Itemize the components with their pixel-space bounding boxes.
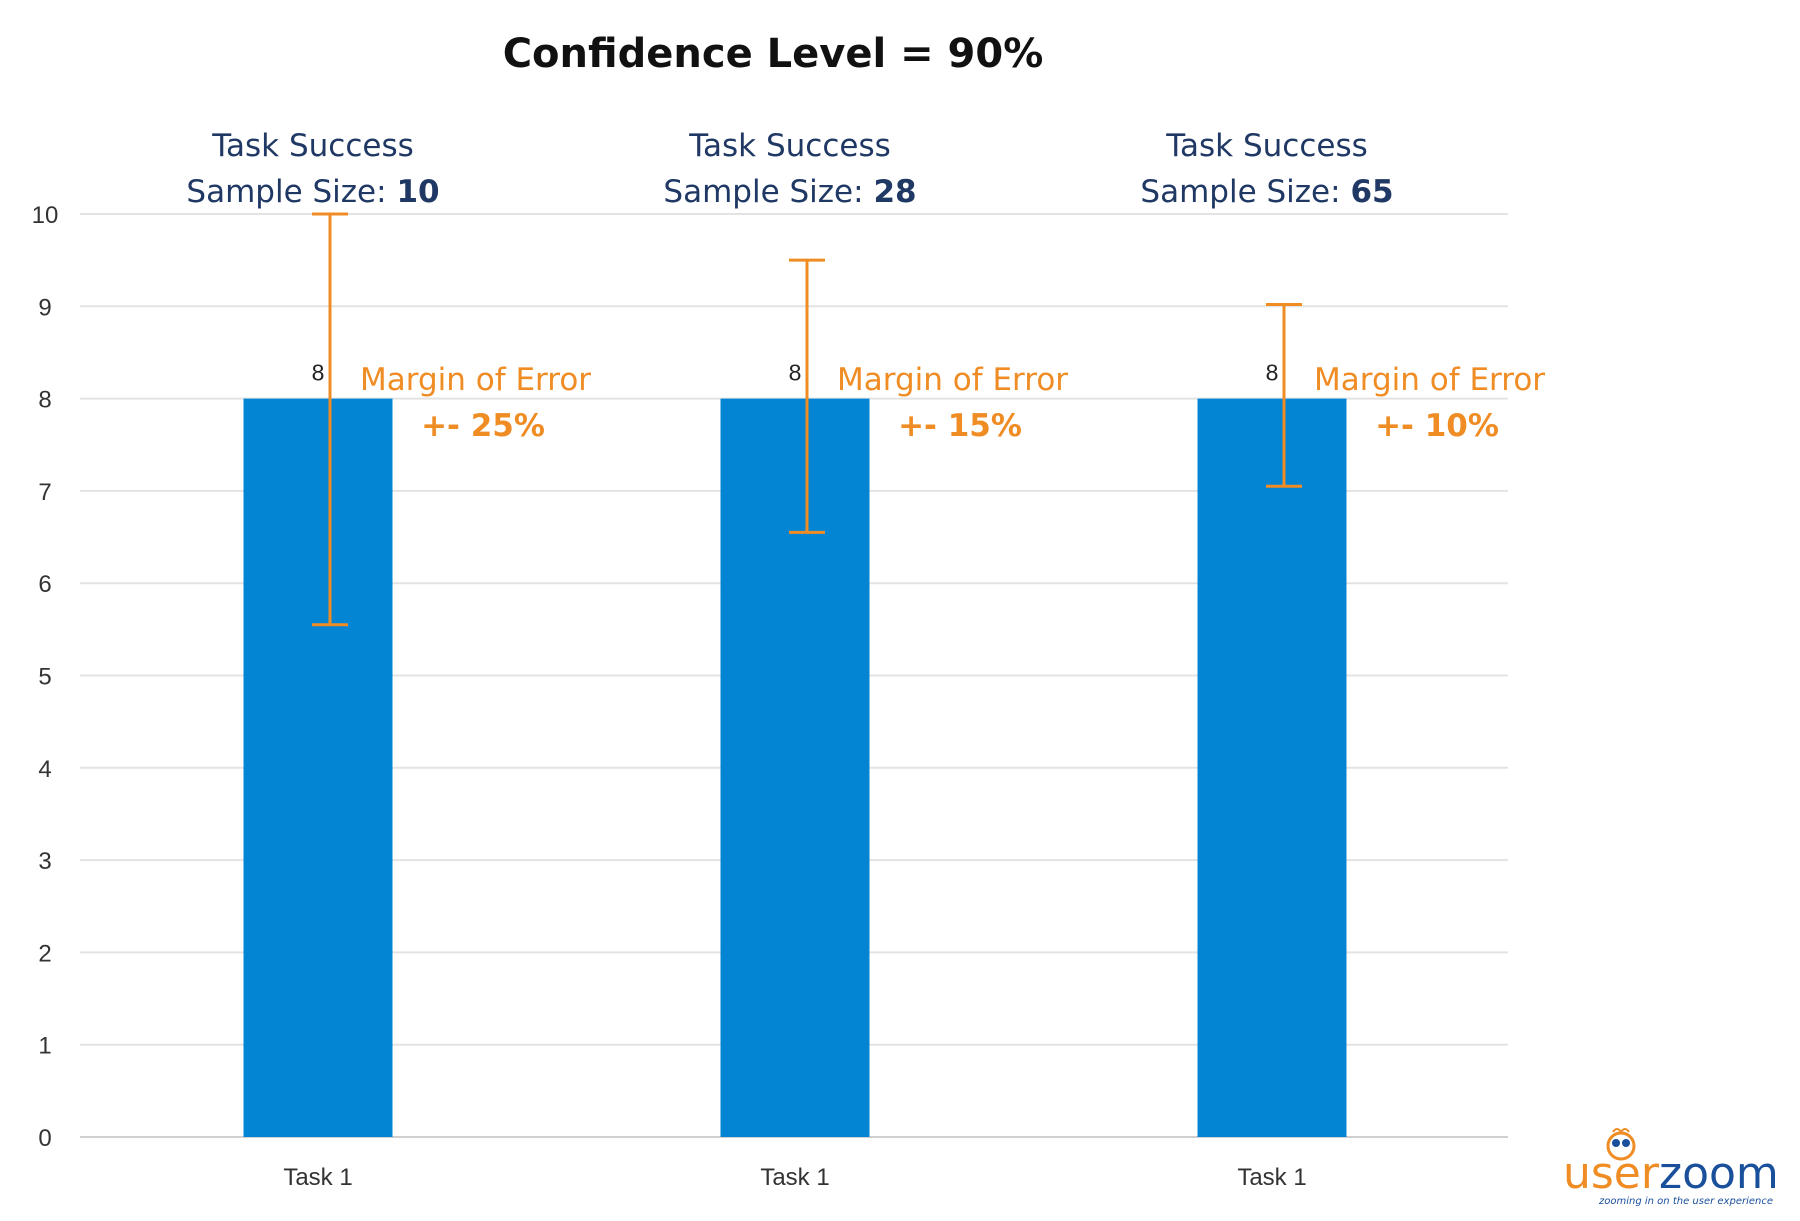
data-label: 8 bbox=[1266, 360, 1279, 386]
y-tick-label: 5 bbox=[38, 664, 51, 691]
logo-text-user: user bbox=[1563, 1148, 1660, 1199]
data-label: 8 bbox=[312, 360, 325, 386]
header-sample-size: Sample Size: 28 bbox=[663, 174, 916, 210]
y-tick-label: 9 bbox=[38, 294, 51, 321]
bar bbox=[1197, 398, 1347, 1138]
logo-tagline: zooming in on the user experience bbox=[1598, 1196, 1773, 1207]
logo-text-zoom: zoom bbox=[1659, 1148, 1779, 1199]
margin-of-error-label: Margin of Error bbox=[1314, 362, 1545, 398]
y-axis: 0 1 2 3 4 5 6 7 8 9 10 bbox=[32, 202, 59, 1152]
userzoom-logo: userzoom zooming in on the user experien… bbox=[1563, 1128, 1779, 1207]
svg-text:userzoom: userzoom bbox=[1563, 1148, 1779, 1199]
y-tick-label: 4 bbox=[38, 756, 51, 783]
bar bbox=[243, 398, 393, 1138]
y-tick-label: 6 bbox=[38, 571, 51, 598]
y-tick-label: 3 bbox=[38, 848, 51, 875]
y-tick-label: 1 bbox=[38, 1033, 51, 1060]
margin-of-error-label: Margin of Error bbox=[837, 362, 1068, 398]
bar bbox=[720, 398, 870, 1138]
x-tick-label: Task 1 bbox=[1237, 1164, 1306, 1191]
data-label: 8 bbox=[789, 360, 802, 386]
header-sample-size: Sample Size: 10 bbox=[186, 174, 439, 210]
margin-of-error-value: +- 10% bbox=[1375, 408, 1499, 444]
data-labels: 8 8 8 bbox=[312, 360, 1279, 386]
error-bars bbox=[312, 212, 1302, 627]
x-tick-label: Task 1 bbox=[283, 1164, 352, 1191]
bars bbox=[243, 398, 1347, 1138]
header-task-success: Task Success bbox=[211, 128, 414, 164]
chart-title: Confidence Level = 90% bbox=[503, 31, 1044, 77]
y-tick-label: 0 bbox=[38, 1125, 51, 1152]
header-sample-size: Sample Size: 65 bbox=[1140, 174, 1393, 210]
margin-of-error-value: +- 15% bbox=[898, 408, 1022, 444]
group-headers: Task Success Sample Size: 10 Task Success S… bbox=[186, 128, 1393, 210]
y-tick-label: 8 bbox=[38, 387, 51, 414]
error-bar bbox=[312, 212, 348, 627]
error-bar bbox=[1266, 302, 1302, 488]
y-tick-label: 7 bbox=[38, 479, 51, 506]
header-task-success: Task Success bbox=[1165, 128, 1368, 164]
y-tick-label: 10 bbox=[32, 202, 59, 229]
header-task-success: Task Success bbox=[688, 128, 891, 164]
x-axis: Task 1 Task 1 Task 1 bbox=[283, 1164, 1306, 1191]
x-tick-label: Task 1 bbox=[760, 1164, 829, 1191]
margin-of-error-label: Margin of Error bbox=[360, 362, 591, 398]
logo-mascot-icon bbox=[1606, 1128, 1636, 1161]
error-bar bbox=[789, 258, 825, 534]
margin-of-error-value: +- 25% bbox=[421, 408, 545, 444]
y-tick-label: 2 bbox=[38, 940, 51, 967]
margin-annotations: Margin of Error +- 25% Margin of Error +- 1… bbox=[360, 362, 1545, 444]
